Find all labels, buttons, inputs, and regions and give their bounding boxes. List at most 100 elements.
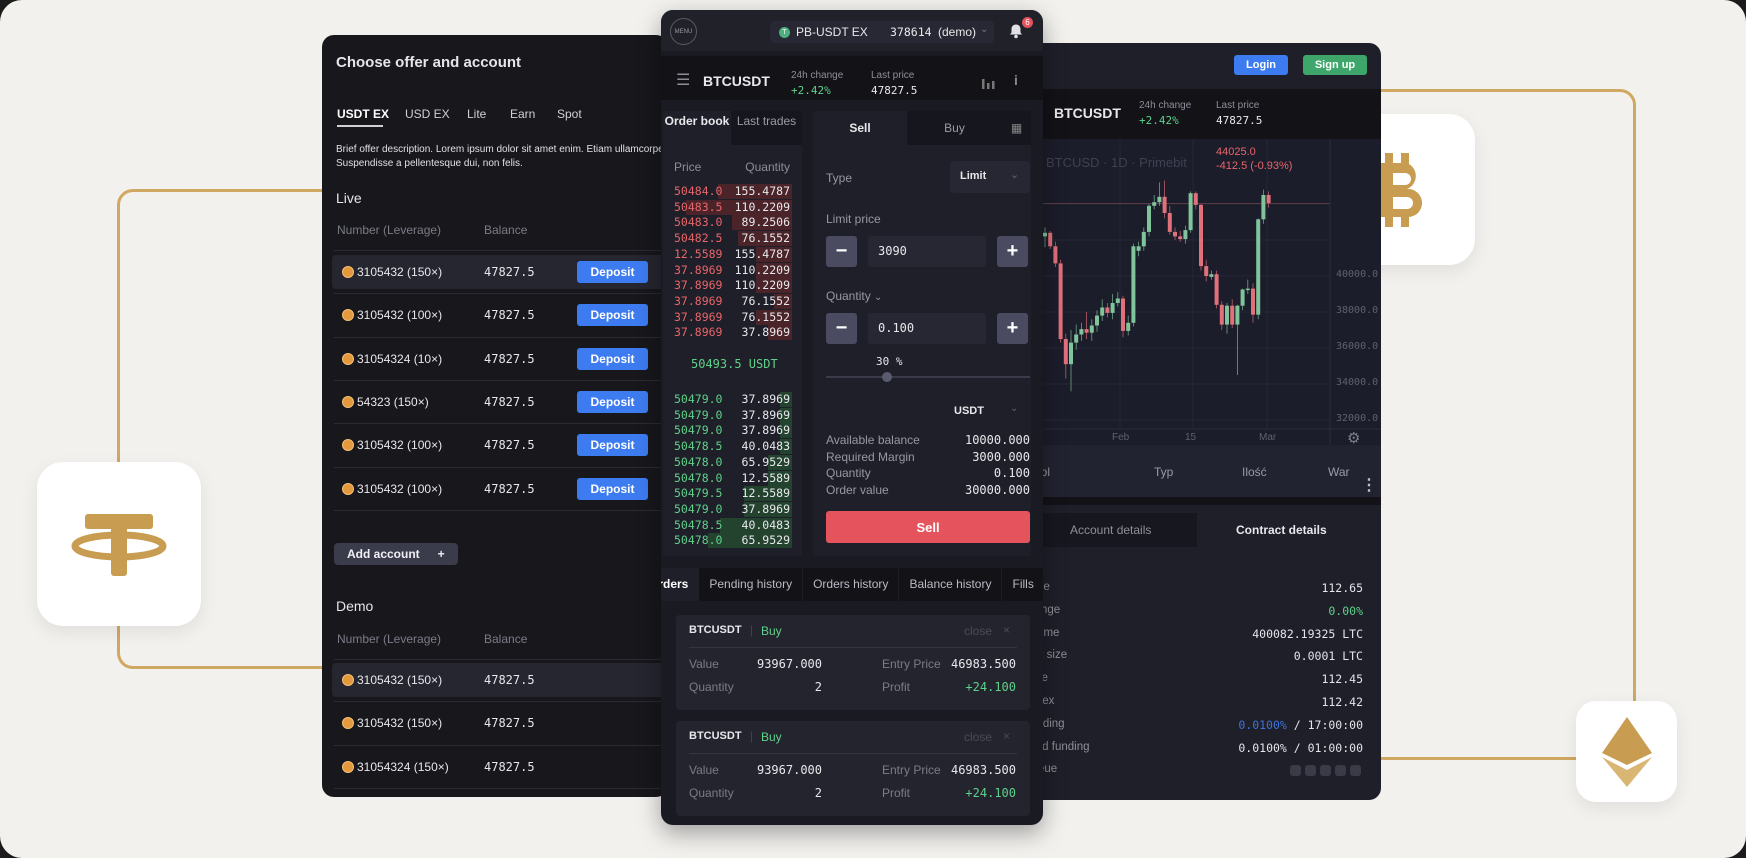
tab-lite[interactable]: Lite	[467, 107, 487, 121]
hamburger-icon[interactable]: ☰	[676, 72, 691, 89]
bid-row[interactable]: 50478.0 12.5589	[663, 470, 802, 486]
quantity-label[interactable]: Quantity ⌄	[826, 289, 882, 303]
tab-account-details[interactable]	[1030, 513, 1197, 547]
login-button[interactable]: Login	[1234, 55, 1288, 75]
more-options-icon[interactable]: ⋮	[1361, 477, 1377, 494]
bid-row[interactable]: 50478.0 65.9529	[663, 454, 802, 470]
account-number: 3105432 (100×)	[357, 438, 443, 453]
order-quantity: 65.9529	[741, 454, 790, 469]
order-quantity: 37.8969	[741, 325, 790, 340]
sell-submit-button[interactable]: Sell	[826, 511, 1030, 543]
deposit-button[interactable]: Deposit	[577, 390, 648, 413]
order-quantity: 155.4787	[734, 246, 790, 261]
deposit-button[interactable]: Deposit	[577, 434, 648, 457]
account-row[interactable]: 3105432 (150×) 47827.5	[332, 663, 668, 697]
quantity-decrement-button[interactable]: −	[826, 313, 857, 344]
order-price: 50479.0	[674, 392, 723, 406]
bid-row[interactable]: 50479.0 37.8969	[663, 423, 802, 439]
profit-label: Profit	[882, 680, 911, 694]
value-amount: 93967.000	[756, 763, 822, 777]
ask-row[interactable]: 37.8969 76.1552	[663, 293, 802, 309]
deposit-button[interactable]: Deposit	[577, 304, 648, 327]
account-selector[interactable]: T PB-USDT EX 378614 (demo) ⌄	[770, 21, 994, 43]
bid-row[interactable]: 50479.0 37.8969	[663, 407, 802, 423]
depth-bar	[756, 246, 792, 262]
tab-sell[interactable]: Sell	[849, 121, 871, 135]
account-row[interactable]: 3105432 (150×) 47827.5 Deposit	[332, 255, 668, 289]
row-divider	[334, 466, 668, 468]
ask-row[interactable]: 37.8969 37.8969	[663, 325, 802, 341]
ask-row[interactable]: 50483.5 110.2209	[663, 199, 802, 215]
tab-contract-details[interactable]: Contract details	[1236, 523, 1327, 537]
tab-orders[interactable]: Orders	[661, 568, 700, 601]
tab-usd-ex[interactable]: USD EX	[405, 107, 450, 121]
tab-pending-history[interactable]: Pending history	[699, 568, 804, 601]
account-row[interactable]: 3105432 (100×) 47827.5 Deposit	[332, 298, 668, 332]
account-row[interactable]: 3105432 (100×) 47827.5 Deposit	[332, 472, 668, 506]
order-type-select[interactable]: Limit ⌄	[950, 161, 1030, 193]
candle-body	[1074, 334, 1079, 343]
limit-decrement-button[interactable]: −	[826, 236, 857, 267]
limit-increment-button[interactable]: +	[997, 236, 1028, 267]
candle-body	[1256, 219, 1261, 315]
panel-title: Choose offer and account	[336, 54, 522, 71]
close-icon[interactable]: ×	[1003, 623, 1011, 637]
close-icon[interactable]: ×	[1003, 729, 1011, 743]
bitcoin-coin-icon	[342, 760, 354, 773]
info-icon[interactable]: i	[1014, 72, 1018, 88]
tab-usdt-ex[interactable]: USDT EX	[337, 107, 390, 121]
bid-row[interactable]: 50478.5 40.0483	[663, 439, 802, 455]
ask-row[interactable]: 37.8969 110.2209	[663, 278, 802, 294]
tab-buy[interactable]: Buy	[907, 111, 1002, 145]
signup-button[interactable]: Sign up	[1303, 55, 1367, 75]
quantity-increment-button[interactable]: +	[997, 313, 1028, 344]
profit-value: +24.100	[965, 786, 1016, 800]
ask-row[interactable]: 50482.5 76.1552	[663, 231, 802, 247]
account-row[interactable]: 3105432 (100×) 47827.5 Deposit	[332, 428, 668, 462]
menu-button[interactable]: MENU	[670, 18, 697, 45]
tab-last-trades[interactable]: Last trades	[731, 111, 802, 145]
ask-row[interactable]: 12.5589 155.4787	[663, 246, 802, 262]
account-row[interactable]: 3105432 (150×) 47827.5	[332, 706, 668, 740]
limit-price-input[interactable]: 3090	[868, 236, 986, 267]
account-row[interactable]: 31054324 (10×) 47827.5 Deposit	[332, 342, 668, 376]
ask-row[interactable]: 37.8969 110.2209	[663, 262, 802, 278]
bid-row[interactable]: 50479.0 37.8969	[663, 501, 802, 517]
account-row[interactable]: 31054324 (150×) 47827.5	[332, 750, 668, 784]
tab-spot[interactable]: Spot	[557, 107, 582, 121]
ask-row[interactable]: 50484.0 155.4787	[663, 184, 802, 199]
bid-row[interactable]: 50478.0 65.9529	[663, 533, 802, 549]
add-account-button[interactable]: Add account +	[334, 543, 458, 565]
deposit-button[interactable]: Deposit	[577, 347, 648, 370]
tab-balance-history[interactable]: Balance history	[899, 568, 1003, 601]
deposit-button[interactable]: Deposit	[577, 261, 648, 283]
price-chart[interactable]	[1030, 139, 1381, 445]
bell-icon[interactable]	[1008, 23, 1024, 39]
calculator-icon[interactable]: ▦	[1002, 111, 1031, 145]
tab-order-book[interactable]: Order book	[664, 114, 730, 128]
account-row[interactable]: 54323 (150×) 47827.5 Deposit	[332, 385, 668, 419]
ask-row[interactable]: 50483.0 89.2506	[663, 215, 802, 231]
chart-bars-icon[interactable]	[982, 76, 996, 94]
close-position-button[interactable]: close	[964, 730, 993, 744]
bid-row[interactable]: 50479.0 37.8969	[663, 392, 802, 407]
quantity-input[interactable]: 0.100	[868, 313, 986, 344]
bid-row[interactable]: 50478.5 40.0483	[663, 517, 802, 533]
order-quantity: 89.2506	[741, 215, 790, 230]
slider-thumb[interactable]	[882, 372, 893, 382]
tab-earn[interactable]: Earn	[510, 107, 536, 121]
quantity-slider[interactable]	[826, 376, 1030, 378]
bid-row[interactable]: 50479.5 12.5589	[663, 486, 802, 502]
close-position-button[interactable]: close	[964, 624, 993, 638]
ask-row[interactable]: 37.8969 76.1552	[663, 309, 802, 325]
deposit-button[interactable]: Deposit	[577, 477, 648, 500]
chart-settings-gear-icon[interactable]: ⚙	[1347, 430, 1361, 447]
detail-value: 0.0100% / 01:00:00	[1238, 740, 1363, 755]
depth-bar	[774, 293, 792, 309]
row-divider	[334, 423, 668, 425]
tab-fills[interactable]: Fills	[1002, 568, 1043, 601]
candle-body	[1131, 246, 1136, 323]
depth-bar	[718, 184, 792, 199]
tab-orders-history[interactable]: Orders history	[803, 568, 900, 601]
currency-select[interactable]: USDT	[954, 405, 984, 417]
